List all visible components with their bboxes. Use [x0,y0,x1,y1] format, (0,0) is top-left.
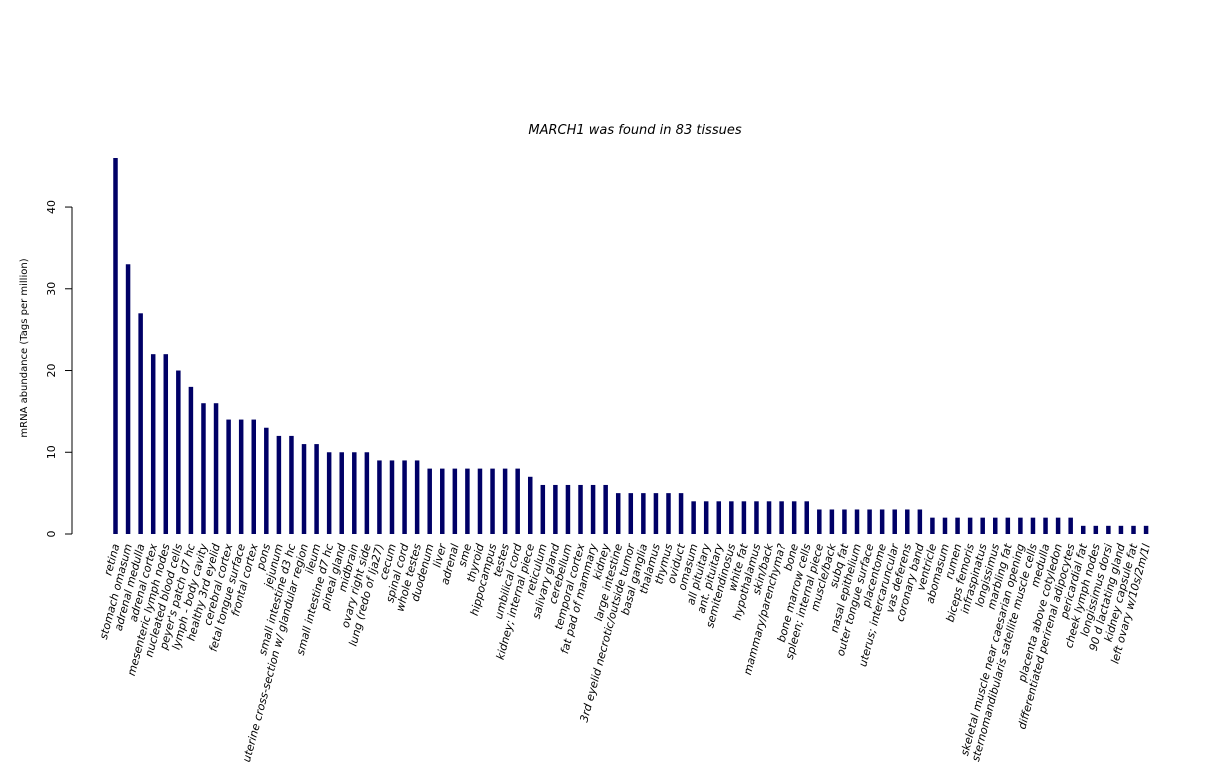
bar [967,517,973,534]
bar [817,509,822,534]
bar [326,452,332,534]
bar [163,354,169,534]
bar [641,493,646,534]
bar [251,419,256,534]
bar [1068,517,1073,534]
bar [150,354,156,534]
bar [289,435,294,534]
bar [628,493,634,534]
bar [754,501,759,534]
bar [804,501,809,534]
x-tick-label: sme [456,542,475,568]
bar [364,452,370,534]
bar [905,509,910,534]
bar [1055,517,1061,534]
bar [1131,525,1136,534]
bar [176,370,181,534]
bar [955,517,960,534]
y-axis: 0 10 20 30 40 [45,200,73,538]
bar [1093,525,1099,534]
bar [314,444,319,534]
bar [465,468,470,534]
bar [352,452,357,534]
bar [553,484,558,534]
bar [527,476,533,534]
chart-title: MARCH1 was found in 83 tissues [528,123,741,138]
bar [125,264,131,534]
bar [1118,525,1124,534]
bar [791,501,797,534]
bar [1018,517,1023,534]
bar [829,509,835,534]
bar [993,517,998,534]
bar [188,386,194,534]
bar [653,493,659,534]
bar [264,427,269,534]
bar [854,509,860,534]
bar [414,460,420,534]
bar [729,501,734,534]
bar [691,501,696,534]
bar [339,452,344,534]
bar [213,403,219,534]
bar [842,509,847,534]
bar [867,509,872,534]
bar [1143,525,1149,534]
bar [402,460,407,534]
bar [226,419,231,534]
bar [452,468,458,534]
bar [980,517,985,534]
bar [389,460,395,534]
bar [892,509,897,534]
bar [615,493,621,534]
bar [1080,525,1086,534]
bar [1106,525,1111,534]
bar [540,484,546,534]
bar [490,468,495,534]
bar [942,517,948,534]
bar [578,484,583,534]
x-tick-label: liver [430,541,449,569]
bar [1005,517,1011,534]
bar [515,468,520,534]
y-tick-label: 40 [45,200,58,214]
bar [716,501,722,534]
bar [603,484,608,534]
bar [590,484,596,534]
bar [201,403,206,534]
bar [1043,517,1048,534]
bar [440,468,445,534]
bar [276,435,282,534]
bar [766,501,772,534]
bar [502,468,508,534]
bar [666,493,671,534]
y-tick-label: 0 [45,531,58,538]
bar [565,484,571,534]
bar [113,158,118,534]
bar [930,517,935,534]
y-tick-label: 30 [45,282,58,296]
bar [678,493,684,534]
bar [477,468,483,534]
y-axis-label: mRNA abundance (Tags per million) [19,258,30,437]
bar [917,509,923,534]
bar [779,501,784,534]
bar [138,313,143,534]
bar [1030,517,1036,534]
bars-group [113,158,1149,534]
bar [879,509,885,534]
bar [238,419,244,534]
y-tick-label: 10 [45,445,58,459]
bar [427,468,432,534]
bar [741,501,747,534]
y-tick-label: 20 [45,364,58,378]
bar [377,460,382,534]
bar [703,501,709,534]
bar [301,444,307,534]
